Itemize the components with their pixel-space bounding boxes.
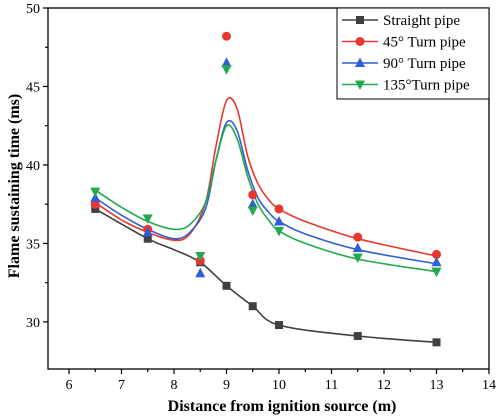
legend: Straight pipe 45° Turn pipe 90° Turn pipe 1…	[336, 7, 490, 100]
legend-marker-90-turn-pipe	[355, 57, 365, 67]
data-point-straight-pipe	[275, 321, 283, 330]
y-axis-title: Flame sustaining time (ms)	[6, 94, 23, 278]
data-point-90-turn-pipe	[142, 226, 153, 237]
x-tick-label: 10	[272, 378, 286, 393]
series-line-90-turn-pipe	[94, 119, 437, 265]
x-tick-label: 11	[325, 378, 338, 393]
x-tick-label: 6	[66, 378, 73, 393]
x-tick-label: 12	[377, 378, 391, 393]
data-point-90-turn-pipe	[431, 256, 442, 267]
data-point-45-turn-pipe	[248, 190, 258, 200]
y-tick-label: 50	[26, 2, 40, 17]
data-point-135-turn-pipe	[431, 267, 442, 278]
data-point-135-turn-pipe	[142, 214, 153, 224]
data-point-straight-pipe	[353, 332, 362, 341]
series-line-45-turn-pipe	[94, 97, 437, 257]
y-tick-label: 30	[26, 316, 40, 331]
data-point-90-turn-pipe	[90, 192, 101, 202]
data-point-135-turn-pipe	[274, 226, 284, 237]
legend-marker-135-turn-pipe	[355, 80, 365, 90]
fit-curves	[94, 97, 437, 344]
data-point-90-turn-pipe	[352, 242, 363, 253]
data-point-straight-pipe	[432, 338, 441, 347]
data-point-135-turn-pipe	[352, 253, 363, 264]
x-tick-label: 14	[482, 378, 496, 393]
data-point-90-turn-pipe	[221, 57, 232, 67]
data-point-45-turn-pipe	[90, 199, 100, 209]
data-point-90-turn-pipe	[274, 215, 284, 226]
data-point-135-turn-pipe	[195, 251, 206, 262]
plot-frame	[47, 7, 490, 370]
data-point-straight-pipe	[222, 281, 231, 290]
data-point-45-turn-pipe	[274, 204, 284, 214]
plot-border	[47, 7, 490, 370]
legend-label-135-turn-pipe: 135°Turn pipe	[383, 78, 470, 94]
data-point-45-turn-pipe	[222, 31, 231, 41]
data-point-45-turn-pipe	[432, 249, 441, 259]
y-axis-ticks: 30 35 40 45 50	[26, 2, 48, 331]
data-point-90-turn-pipe	[195, 267, 206, 278]
x-tick-label: 9	[223, 378, 230, 393]
x-axis-ticks: 6 7 8 9 10 11 12 13 14	[66, 369, 496, 393]
y-tick-label: 45	[26, 80, 40, 95]
data-point-straight-pipe	[248, 302, 257, 311]
y-tick-label: 35	[26, 237, 40, 252]
x-axis-title: Distance from ignition source (m)	[168, 398, 397, 415]
series-line-135-turn-pipe	[94, 124, 437, 273]
data-point-135-turn-pipe	[90, 187, 101, 198]
x-tick-label: 7	[118, 378, 125, 393]
data-point-straight-pipe	[143, 234, 152, 243]
data-point-straight-pipe	[91, 204, 100, 213]
x-tick-label: 8	[171, 378, 178, 393]
legend-label-45-turn-pipe: 45° Turn pipe	[383, 35, 466, 51]
legend-marker-straight-pipe	[356, 16, 364, 24]
x-tick-label: 13	[430, 378, 444, 393]
legend-label-90-turn-pipe: 90° Turn pipe	[383, 56, 466, 72]
data-markers	[90, 31, 442, 347]
legend-label-straight-pipe: Straight pipe	[383, 13, 460, 29]
y-tick-label: 40	[26, 159, 40, 174]
data-point-45-turn-pipe	[353, 232, 363, 242]
data-point-135-turn-pipe	[247, 206, 258, 216]
data-point-135-turn-pipe	[221, 65, 232, 75]
legend-marker-45-turn-pipe	[355, 37, 365, 46]
data-point-90-turn-pipe	[247, 198, 258, 209]
